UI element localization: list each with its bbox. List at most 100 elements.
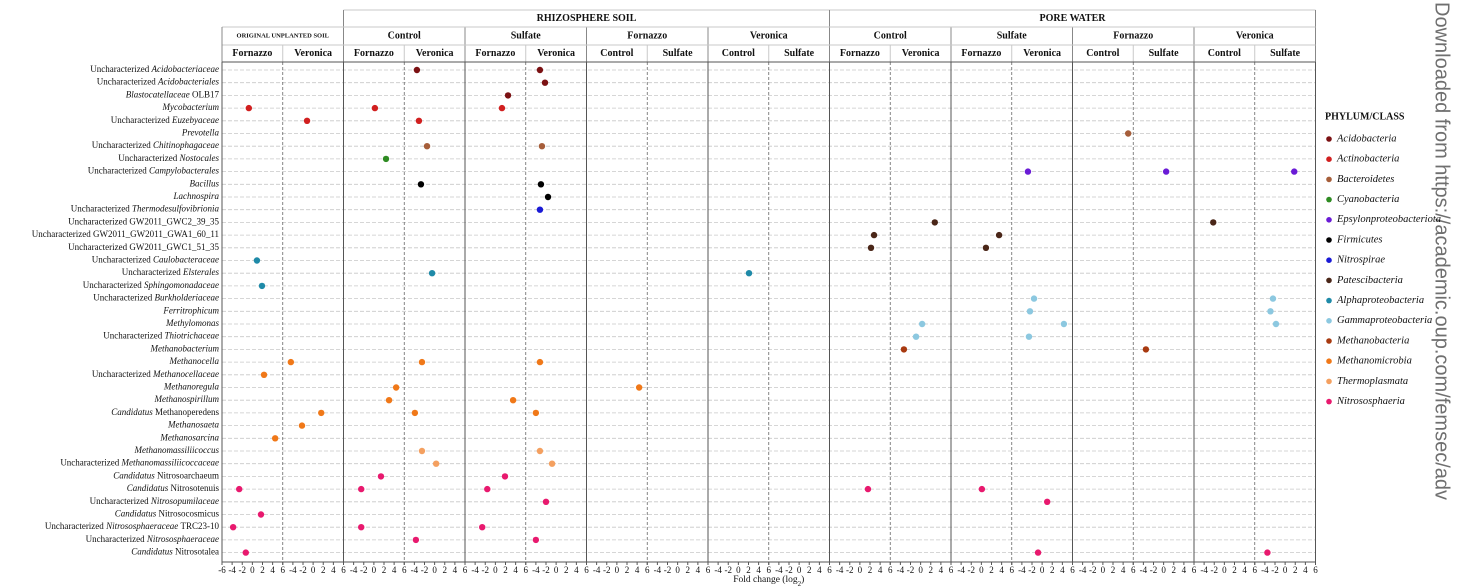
legend-label: Nitrospirae bbox=[1336, 255, 1385, 266]
row-label: Methanomassiliicoccus bbox=[134, 445, 220, 455]
column-header: Sulfate bbox=[663, 48, 694, 59]
x-tick-label: 4 bbox=[1303, 565, 1308, 575]
legend-label: Thermoplasmata bbox=[1337, 376, 1408, 387]
legend-swatch bbox=[1326, 196, 1332, 203]
row-label-part: Nitrosoarchaeum bbox=[155, 470, 219, 480]
dot bbox=[509, 397, 517, 404]
row-label-part: TRC23-10 bbox=[178, 521, 219, 531]
x-tick-label: 2 bbox=[1111, 565, 1116, 575]
row-label: Uncharacterized Chitinophagaceae bbox=[92, 140, 219, 150]
x-tick-label: 2 bbox=[686, 565, 691, 575]
x-tick-label: -4 bbox=[1261, 565, 1269, 575]
row-label-part: Methanosarcina bbox=[159, 432, 219, 442]
x-tick-label: 4 bbox=[1121, 565, 1126, 575]
legend-label: Alphaproteobacteria bbox=[1336, 295, 1424, 306]
dot bbox=[415, 117, 423, 125]
x-tick-label: 2 bbox=[382, 565, 387, 575]
x-tick-label: -4 bbox=[289, 565, 297, 575]
x-tick-label: 2 bbox=[443, 565, 448, 575]
row-label-part: Uncharacterized bbox=[122, 267, 183, 277]
legend-title: PHYLUM/CLASS bbox=[1325, 111, 1405, 122]
x-tick-label: 2 bbox=[625, 565, 630, 575]
x-tick-label: 2 bbox=[1232, 565, 1237, 575]
x-tick-label: 4 bbox=[817, 565, 822, 575]
row-label: Uncharacterized Nitrososphaeraceae TRC23… bbox=[45, 521, 220, 531]
x-tick-label: 2 bbox=[1172, 565, 1177, 575]
row-label-part: Candidatus bbox=[113, 470, 155, 480]
x-tick-label: 4 bbox=[574, 565, 579, 575]
dot bbox=[635, 384, 643, 391]
row-label-part: OLB17 bbox=[190, 89, 220, 99]
x-tick-label: 0 bbox=[250, 565, 255, 575]
x-tick-label: -4 bbox=[1079, 565, 1087, 575]
dot bbox=[392, 384, 400, 391]
x-tick-label: -4 bbox=[714, 565, 722, 575]
legend-label: Firmicutes bbox=[1336, 234, 1383, 245]
x-tick-label: 6 bbox=[281, 565, 286, 575]
legend-label: Patescibacteria bbox=[1336, 275, 1403, 286]
x-tick-label: 0 bbox=[1040, 565, 1045, 575]
row-label-part: Uncharacterized bbox=[90, 496, 151, 506]
x-tick-label: -2 bbox=[239, 565, 247, 575]
x-tick-label: -2 bbox=[1211, 565, 1219, 575]
dot bbox=[538, 143, 546, 150]
subgroup-header: Veronica bbox=[750, 30, 788, 41]
dot bbox=[541, 79, 549, 86]
dot bbox=[423, 143, 431, 150]
dot bbox=[253, 257, 261, 264]
row-label: Uncharacterized Nostocales bbox=[118, 153, 219, 163]
subgroup-header: Sulfate bbox=[997, 30, 1028, 41]
dot bbox=[542, 498, 550, 505]
x-tick-label: 4 bbox=[1242, 565, 1247, 575]
x-tick-label: 6 bbox=[767, 565, 772, 575]
legend-swatch bbox=[1326, 297, 1332, 304]
dot bbox=[745, 270, 753, 277]
x-tick-label: 6 bbox=[584, 565, 589, 575]
x-tick-label: 4 bbox=[635, 565, 640, 575]
row-label-part: Nitrosocosmicus bbox=[156, 509, 219, 519]
x-tick-label: 2 bbox=[503, 565, 508, 575]
column-header: Fornazzo bbox=[961, 48, 1001, 59]
x-tick-label: -2 bbox=[1271, 565, 1279, 575]
row-label-part: Prevotella bbox=[181, 128, 220, 138]
subgroup-header: Fornazzo bbox=[627, 30, 667, 41]
dot bbox=[1210, 219, 1217, 226]
x-tick-label: -4 bbox=[1018, 565, 1026, 575]
subgroup-header: Veronica bbox=[1236, 30, 1274, 41]
dot bbox=[978, 485, 986, 493]
x-axis-title-part: ) bbox=[801, 574, 804, 585]
row-label: Uncharacterized Thiotrichaceae bbox=[103, 331, 219, 341]
x-tick-label: 6 bbox=[1253, 565, 1258, 575]
dot bbox=[318, 409, 325, 417]
dot bbox=[358, 485, 365, 493]
x-tick-label: 4 bbox=[756, 565, 761, 575]
section-header: RHIZOSPHERE SOIL bbox=[537, 13, 637, 24]
legend-swatch bbox=[1326, 156, 1332, 162]
row-label-part: Candidatus bbox=[131, 547, 173, 557]
x-tick-label: 6 bbox=[524, 565, 529, 575]
dot bbox=[413, 66, 421, 74]
section-header: PORE WATER bbox=[1039, 13, 1106, 24]
row-label-part: Campylobacterales bbox=[149, 166, 219, 176]
column-header: Veronica bbox=[416, 48, 454, 59]
x-tick-label: -2 bbox=[846, 565, 854, 575]
x-axis-title-part: 2 bbox=[798, 580, 802, 588]
row-label-part: Candidatus bbox=[127, 483, 169, 493]
row-label: Uncharacterized GW2011_GWC2_39_35 bbox=[68, 216, 219, 226]
x-tick-label: 0 bbox=[372, 565, 377, 575]
dot bbox=[870, 231, 878, 239]
dot bbox=[371, 104, 379, 112]
row-label-part: Burkholderiaceae bbox=[155, 293, 219, 303]
dot bbox=[536, 66, 544, 74]
legend-label: Acidobacteria bbox=[1336, 133, 1396, 144]
column-header: Sulfate bbox=[1149, 48, 1180, 59]
dot bbox=[918, 320, 926, 328]
row-label: Uncharacterized Thermodesulfovibrionia bbox=[71, 204, 220, 214]
row-label: Uncharacterized Sphingomonadaceae bbox=[83, 280, 219, 290]
x-tick-label: 6 bbox=[1070, 565, 1075, 575]
x-tick-label: -6 bbox=[218, 565, 226, 575]
legend-swatch bbox=[1326, 176, 1332, 183]
row-label-part: Euzebyaceae bbox=[171, 115, 219, 125]
